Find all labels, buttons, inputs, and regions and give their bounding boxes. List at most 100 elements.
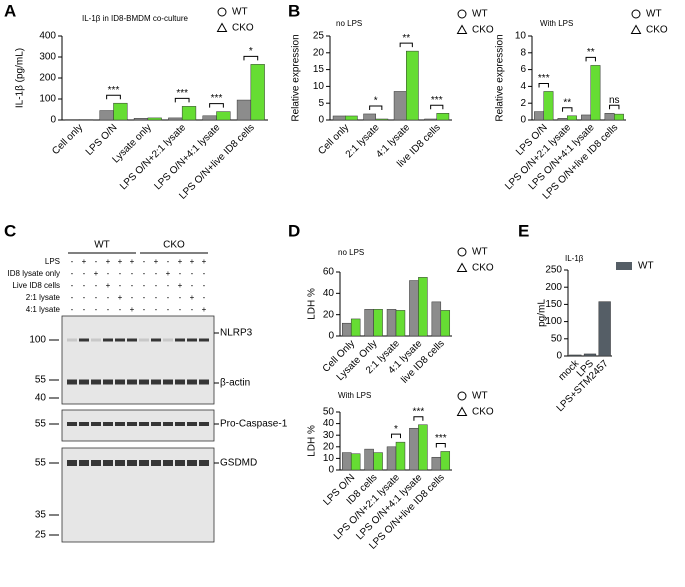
- bar: [99, 110, 114, 121]
- condition-sign: -: [191, 281, 194, 290]
- condition-sign: -: [167, 293, 170, 302]
- y-tick-label: 0: [328, 331, 334, 342]
- blot-band: [199, 460, 209, 466]
- bar: [569, 354, 582, 357]
- bar: [113, 102, 128, 121]
- bar: [250, 64, 265, 121]
- blot-band: [91, 422, 101, 426]
- blot-band: [103, 338, 113, 342]
- bar: [181, 106, 197, 121]
- y-tick-label: 50: [323, 407, 335, 418]
- y-axis-label: LDH %: [307, 288, 318, 320]
- size-marker: 55: [35, 375, 47, 386]
- significance-bracket: [391, 433, 401, 439]
- bar: [406, 50, 419, 121]
- y-axis-label: Relative expression: [291, 34, 302, 121]
- bar: [557, 118, 568, 121]
- legend-marker: [217, 7, 227, 17]
- blot-band: [115, 379, 125, 385]
- band-label: β-actin: [220, 378, 250, 389]
- bar: [590, 65, 601, 121]
- condition-sign: -: [83, 281, 86, 290]
- band-label: Pro-Caspase-1: [220, 419, 288, 430]
- y-axis-label: LDH %: [307, 425, 318, 457]
- condition-sign: +: [106, 257, 111, 266]
- condition-sign: -: [83, 305, 86, 314]
- blot-band: [127, 379, 137, 385]
- condition-sign: -: [119, 281, 122, 290]
- y-tick-label: 100: [39, 94, 56, 105]
- y-axis-label: pg/mL: [537, 299, 548, 327]
- y-tick-label: 0: [520, 115, 526, 126]
- condition-sign: -: [179, 269, 182, 278]
- y-tick-label: 40: [323, 288, 335, 299]
- bar: [418, 277, 428, 337]
- bar: [168, 117, 183, 121]
- condition-label: 4:1 lysate: [26, 305, 61, 314]
- significance-bracket: [538, 82, 549, 88]
- condition-sign: -: [167, 281, 170, 290]
- condition-sign: +: [130, 257, 135, 266]
- legend-marker: [630, 24, 642, 34]
- condition-sign: -: [131, 281, 134, 290]
- condition-sign: +: [118, 293, 123, 302]
- blot-band: [103, 460, 113, 466]
- blot-band: [115, 338, 125, 342]
- bar: [332, 115, 346, 121]
- condition-sign: -: [107, 293, 110, 302]
- blot-band: [163, 422, 173, 426]
- significance-label: ***: [211, 93, 223, 104]
- y-tick-label: 0: [328, 465, 334, 476]
- condition-sign: -: [155, 305, 158, 314]
- condition-sign: -: [191, 269, 194, 278]
- significance-bracket: [413, 416, 424, 421]
- condition-sign: +: [202, 305, 207, 314]
- blot-band: [127, 338, 137, 342]
- panel-letter: D: [288, 221, 300, 240]
- panel-letter: C: [4, 221, 16, 240]
- blot-band: [163, 460, 173, 466]
- size-marker: 35: [35, 510, 47, 521]
- bar: [133, 118, 149, 121]
- y-tick-label: 30: [323, 430, 335, 441]
- size-marker: 40: [35, 393, 47, 404]
- bar: [236, 99, 252, 121]
- significance-bracket: [562, 107, 573, 112]
- condition-sign: -: [71, 281, 74, 290]
- condition-label: Live ID8 cells: [12, 281, 60, 290]
- significance-bracket: [209, 103, 224, 108]
- condition-sign: -: [191, 305, 194, 314]
- bar: [604, 113, 615, 121]
- legend-marker: [616, 262, 632, 270]
- chart-title: no LPS: [336, 19, 362, 28]
- significance-label: *: [249, 46, 253, 57]
- legend-label: WT: [472, 9, 488, 20]
- bar: [350, 318, 361, 337]
- bar: [598, 301, 611, 357]
- significance-bracket: [369, 105, 383, 110]
- blot-band: [151, 422, 161, 426]
- condition-label: ID8 lysate only: [8, 269, 60, 278]
- blot-band: [175, 338, 185, 342]
- y-tick-label: 0: [318, 115, 324, 126]
- y-tick-label: 0: [50, 115, 56, 126]
- blot-band: [79, 379, 89, 385]
- significance-label: ***: [108, 85, 120, 96]
- legend-label: CKO: [232, 23, 254, 34]
- legend-label: CKO: [472, 25, 494, 36]
- bar: [534, 111, 544, 121]
- y-tick-label: 20: [323, 309, 335, 320]
- bar: [364, 448, 374, 471]
- bar: [345, 115, 358, 121]
- significance-bracket: [106, 94, 121, 100]
- condition-sign: -: [143, 293, 146, 302]
- y-tick-label: 200: [39, 73, 56, 84]
- condition-sign: -: [95, 257, 98, 266]
- blot-band: [115, 460, 125, 466]
- condition-sign: -: [143, 305, 146, 314]
- bar: [436, 113, 450, 121]
- blot-band: [115, 422, 125, 426]
- bar: [386, 309, 397, 337]
- chart-title: IL-1β in ID8-BMDM co-culture: [82, 14, 189, 23]
- condition-sign: -: [155, 293, 158, 302]
